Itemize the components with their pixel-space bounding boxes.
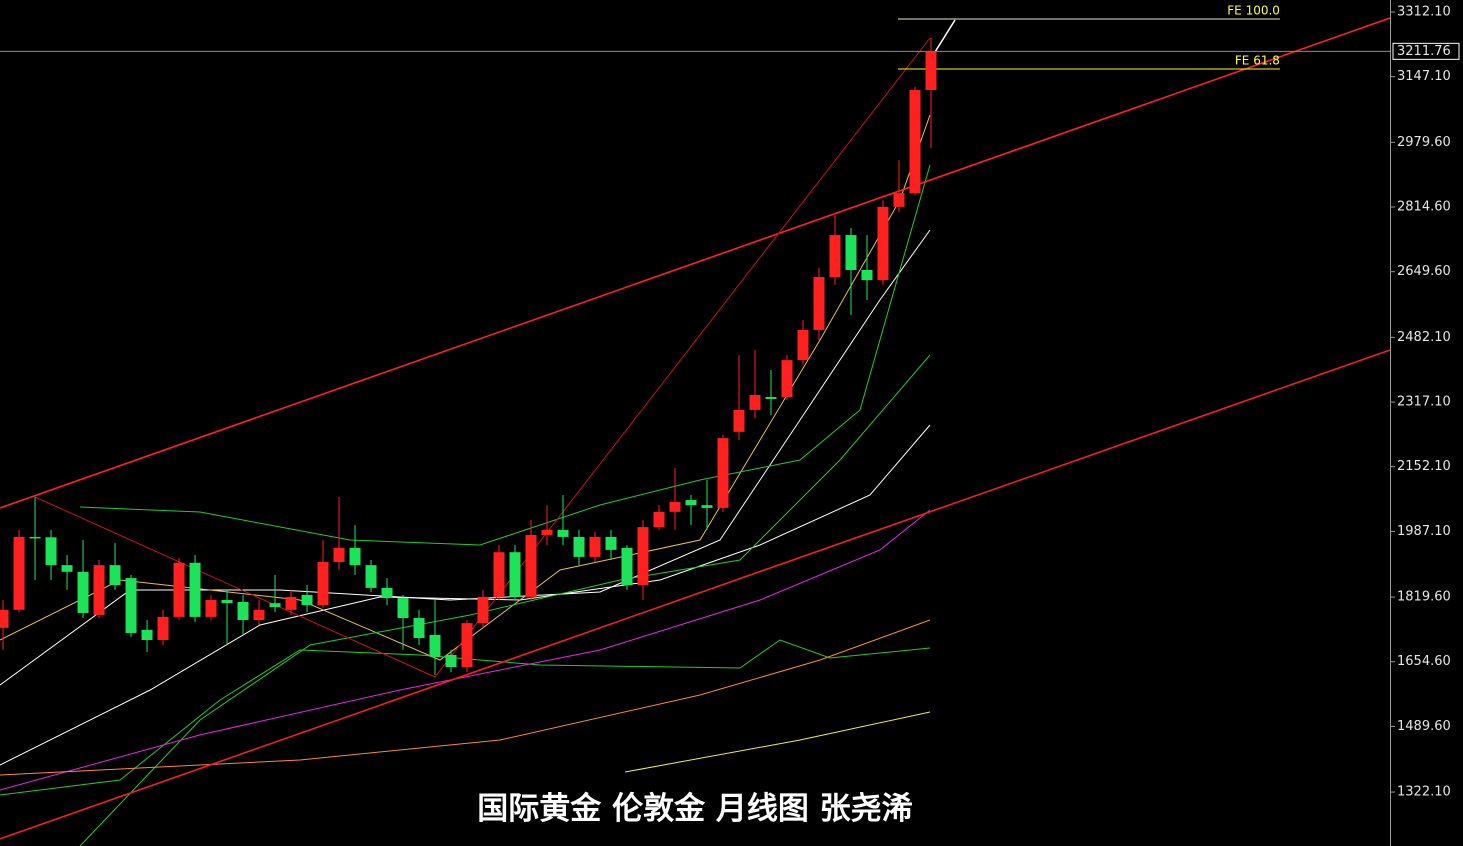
y-tick-label: 1819.60 (1397, 590, 1451, 605)
candle-body (77, 571, 89, 613)
candle-body (189, 562, 201, 617)
y-tick-label: 2649.60 (1397, 264, 1451, 279)
overlay-line (625, 711, 931, 773)
candle-body (333, 547, 345, 563)
y-tick-label: 1654.60 (1397, 654, 1451, 669)
chart-title: 国际黄金 伦敦金 月线图 张尧浠 (477, 791, 913, 827)
candle-body (781, 360, 793, 397)
overlay-line (0, 619, 931, 776)
candle-body (413, 618, 425, 639)
candle-body (253, 609, 265, 621)
candle-body (285, 596, 297, 610)
candle-body (733, 409, 745, 432)
candle-body (749, 395, 761, 410)
candle-body (653, 511, 665, 528)
candle-body (909, 90, 921, 194)
candle-body (397, 598, 409, 619)
candle-body (541, 529, 553, 535)
y-tick-label: 1322.10 (1397, 785, 1451, 800)
overlay-line (79, 354, 931, 846)
candle-body (509, 552, 521, 597)
last-price-label: 3211.76 (1397, 44, 1451, 59)
y-tick-label: 2979.60 (1397, 135, 1451, 150)
candle-body (605, 536, 617, 550)
candle-body (557, 529, 569, 537)
last-price-box (1392, 42, 1460, 60)
candle-body (445, 654, 457, 668)
candle-body (925, 51, 937, 91)
candle-body (589, 536, 601, 557)
overlay-line (0, 349, 1391, 840)
candle-body (29, 536, 41, 539)
candle-body (525, 534, 537, 597)
candle-body (45, 537, 57, 566)
candle-body (461, 623, 473, 668)
candle-body (429, 634, 441, 657)
overlay-line (0, 229, 931, 686)
candle-body (0, 609, 9, 628)
candle-body (797, 329, 809, 361)
y-tick-label: 1489.60 (1397, 719, 1451, 734)
candle-body (701, 505, 713, 508)
candle-body (381, 587, 393, 599)
candle-body (893, 193, 905, 207)
candle-body (173, 562, 185, 617)
y-tick-label: 2814.60 (1397, 200, 1451, 215)
overlay-line (0, 424, 931, 766)
candle-body (237, 601, 249, 621)
y-tick-label: 3147.10 (1397, 69, 1451, 84)
candle-body (685, 500, 697, 506)
candle-body (829, 235, 841, 278)
candle-body (157, 616, 169, 641)
candle-body (477, 596, 489, 624)
y-tick-label: 3312.10 (1397, 4, 1451, 19)
candle-body (813, 277, 825, 330)
y-tick-label: 2482.10 (1397, 330, 1451, 345)
overlay-line (79, 164, 931, 546)
fe-label: FE 100.0 (1227, 4, 1280, 18)
candle-body (877, 206, 889, 281)
candle-body (109, 565, 121, 586)
candle-body (621, 547, 633, 586)
candle-body (493, 552, 505, 597)
fe-label: FE 61.8 (1235, 53, 1280, 67)
overlay-line (0, 639, 931, 796)
overlay-line (34, 37, 931, 678)
candle-body (141, 629, 153, 641)
candle-body (93, 565, 105, 615)
candle-body (125, 578, 137, 633)
y-tick-label: 1987.10 (1397, 524, 1451, 539)
candle-body (861, 269, 873, 281)
overlay-line (0, 509, 931, 791)
candle-body (13, 536, 25, 610)
candle-body (301, 594, 313, 606)
candle-body (669, 502, 681, 512)
candle-body (573, 536, 585, 557)
candle-body (637, 527, 649, 586)
candle-body (845, 235, 857, 270)
candle-body (765, 396, 777, 399)
candle-body (221, 600, 233, 604)
candle-body (365, 565, 377, 588)
y-tick-label: 2152.10 (1397, 459, 1451, 474)
candle-body (717, 438, 729, 508)
overlay-line (0, 17, 1391, 509)
candle-body (317, 562, 329, 606)
y-tick-label: 2317.10 (1397, 395, 1451, 410)
candle-body (269, 603, 281, 608)
candle-body (349, 547, 361, 566)
candle-body (205, 600, 217, 617)
candle-body (61, 565, 73, 572)
